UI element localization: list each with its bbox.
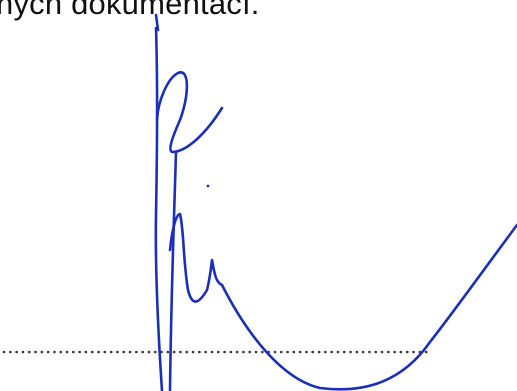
- signature-dotted-line: [2, 350, 434, 354]
- document-text-fragment: ných dokumentací.: [0, 0, 260, 21]
